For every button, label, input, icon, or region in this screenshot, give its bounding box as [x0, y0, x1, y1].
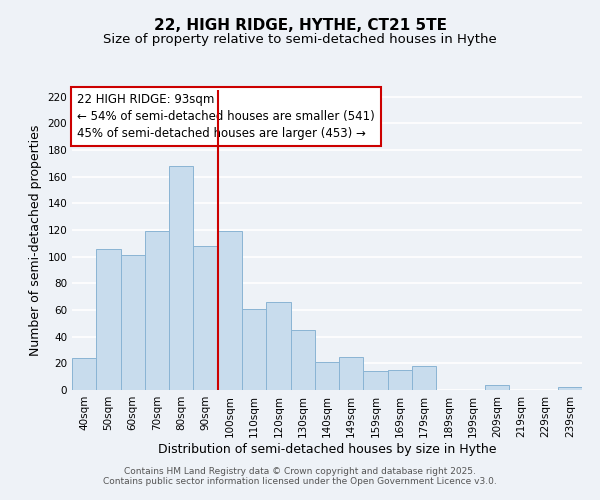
Bar: [169, 166, 193, 390]
Bar: [364, 372, 388, 390]
Bar: [412, 366, 436, 390]
Text: Size of property relative to semi-detached houses in Hythe: Size of property relative to semi-detach…: [103, 32, 497, 46]
Bar: [193, 246, 218, 390]
Bar: [218, 232, 242, 390]
Bar: [96, 248, 121, 390]
Bar: [72, 358, 96, 390]
Y-axis label: Number of semi-detached properties: Number of semi-detached properties: [29, 124, 42, 356]
Bar: [485, 384, 509, 390]
Bar: [266, 302, 290, 390]
Text: 22, HIGH RIDGE, HYTHE, CT21 5TE: 22, HIGH RIDGE, HYTHE, CT21 5TE: [154, 18, 446, 32]
Bar: [388, 370, 412, 390]
X-axis label: Distribution of semi-detached houses by size in Hythe: Distribution of semi-detached houses by …: [158, 442, 496, 456]
Bar: [145, 232, 169, 390]
Bar: [315, 362, 339, 390]
Bar: [339, 356, 364, 390]
Bar: [121, 256, 145, 390]
Text: 22 HIGH RIDGE: 93sqm
← 54% of semi-detached houses are smaller (541)
45% of semi: 22 HIGH RIDGE: 93sqm ← 54% of semi-detac…: [77, 93, 375, 140]
Bar: [242, 308, 266, 390]
Bar: [290, 330, 315, 390]
Text: Contains HM Land Registry data © Crown copyright and database right 2025.: Contains HM Land Registry data © Crown c…: [124, 467, 476, 476]
Text: Contains public sector information licensed under the Open Government Licence v3: Contains public sector information licen…: [103, 477, 497, 486]
Bar: [558, 388, 582, 390]
